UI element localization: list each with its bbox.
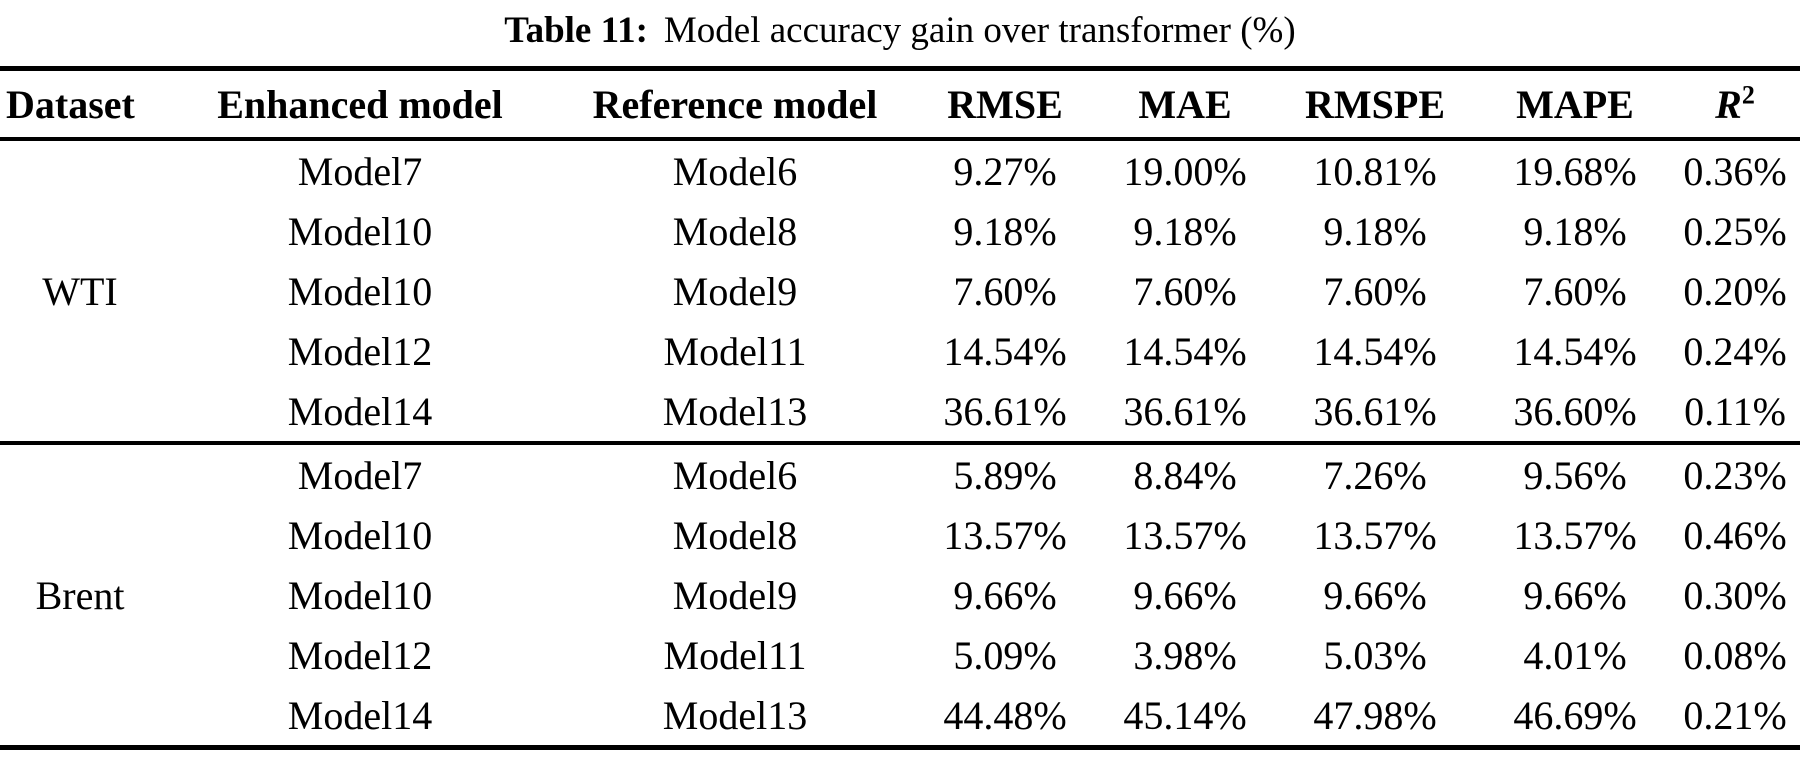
cell-mape: 46.69% — [1513, 692, 1637, 738]
cell-rmspe: 9.18% — [1323, 208, 1427, 254]
table-caption-label: Table 11: — [504, 10, 648, 51]
table-caption-text: Model accuracy gain over transformer (%) — [663, 10, 1296, 51]
cell-r2: 0.20% — [1683, 268, 1787, 314]
cell-mape: 19.68% — [1513, 148, 1637, 194]
cell-rmse: 5.09% — [953, 632, 1057, 678]
column-header-rmse: RMSE — [910, 68, 1100, 142]
cell-rmspe: 47.98% — [1313, 692, 1437, 738]
cell-reference: Model11 — [663, 328, 807, 374]
cell-r2: 0.24% — [1683, 328, 1787, 374]
cell-mape: 7.60% — [1523, 268, 1627, 314]
cell-mae: 36.61% — [1123, 388, 1247, 434]
table-row-wti-3: Model10 Model9 7.60% 7.60% 7.60% 7.60% 0.20% — [0, 261, 1800, 321]
cell-enhanced: Model7 — [160, 441, 560, 506]
paper-table-figure: Table 11: Model accuracy gain over transf… — [0, 0, 1800, 751]
table-row-wti-1: WTI Model7 Model6 9.27% 19.00% 10.81% 19.68% 0.… — [0, 139, 1800, 314]
cell-enhanced: Model14 — [287, 388, 433, 434]
table-row-brent-1: Brent Model7 Model6 5.89% 8.84% 7.26% 9.56% 0.2… — [0, 441, 1800, 748]
cell-r2: 0.08% — [1683, 632, 1787, 678]
cell-reference: Model11 — [663, 632, 807, 678]
cell-mae: 9.18% — [1133, 208, 1237, 254]
cell-rmse: 9.18% — [953, 208, 1057, 254]
table-row-brent-3: Model10 Model9 9.66% 9.66% 9.66% 9.66% 0.30% — [0, 565, 1800, 625]
cell-r2: 0.23% — [1670, 441, 1800, 506]
cell-rmse: 5.89% — [910, 441, 1100, 506]
cell-reference: Model13 — [662, 388, 808, 434]
column-header-mae: MAE — [1100, 68, 1270, 142]
cell-rmspe: 36.61% — [1313, 388, 1437, 434]
cell-r2: 0.46% — [1683, 512, 1787, 558]
cell-r2: 0.25% — [1683, 208, 1787, 254]
cell-rmspe: 14.54% — [1313, 328, 1437, 374]
table-caption: Table 11: Model accuracy gain over transf… — [0, 0, 1800, 54]
table-row-brent-2: Model10 Model8 13.57% 13.57% 13.57% 13.57% 0.4… — [0, 505, 1800, 565]
table-row-wti-5: Model14 Model13 36.61% 36.61% 36.61% 36.60% 0.… — [0, 381, 1800, 443]
cell-reference: Model6 — [672, 148, 798, 194]
cell-r2: 0.11% — [1684, 388, 1786, 434]
column-header-dataset: Dataset — [0, 68, 160, 142]
results-table: Dataset Enhanced model Reference model RMSE… — [0, 66, 1800, 751]
cell-enhanced: Model12 — [287, 328, 433, 374]
column-header-rmspe: RMSPE — [1270, 68, 1480, 142]
cell-rmse: 9.27% — [953, 148, 1057, 194]
cell-rmse: 44.48% — [943, 692, 1067, 738]
cell-mape: 13.57% — [1513, 512, 1637, 558]
cell-rmspe: 13.57% — [1313, 512, 1437, 558]
table-row-brent-4: Model12 Model11 5.09% 3.98% 5.03% 4.01% 0.08% — [0, 625, 1800, 685]
cell-rmspe: 7.26% — [1270, 441, 1480, 506]
cell-reference: Model9 — [672, 572, 798, 618]
cell-rmspe: 5.03% — [1323, 632, 1427, 678]
cell-mae: 45.14% — [1123, 692, 1247, 738]
column-header-enhanced: Enhanced model — [160, 68, 560, 142]
cell-rmse: 7.60% — [953, 268, 1057, 314]
cell-mape: 4.01% — [1523, 632, 1627, 678]
table-row-brent-5: Model14 Model13 44.48% 45.14% 47.98% 46.69% 0.… — [0, 685, 1800, 748]
column-header-r2: R2 — [1670, 68, 1800, 142]
cell-enhanced: Model12 — [287, 632, 433, 678]
cell-rmspe: 9.66% — [1323, 572, 1427, 618]
cell-mae: 13.57% — [1123, 512, 1247, 558]
cell-reference: Model6 — [560, 441, 910, 506]
cell-rmse: 9.66% — [953, 572, 1057, 618]
cell-enhanced: Model10 — [287, 512, 433, 558]
cell-mape: 9.18% — [1523, 208, 1627, 254]
dataset-label-wti: WTI — [42, 268, 118, 314]
cell-rmse: 13.57% — [943, 512, 1067, 558]
cell-enhanced: Model14 — [287, 692, 433, 738]
cell-reference: Model8 — [672, 208, 798, 254]
cell-mae: 8.84% — [1100, 441, 1270, 506]
cell-rmspe: 7.60% — [1323, 268, 1427, 314]
table-row-wti-4: Model12 Model11 14.54% 14.54% 14.54% 14.54% 0.… — [0, 321, 1800, 381]
cell-r2: 0.36% — [1683, 148, 1787, 194]
cell-rmse: 14.54% — [943, 328, 1067, 374]
cell-rmspe: 10.81% — [1313, 148, 1437, 194]
cell-mae: 3.98% — [1133, 632, 1237, 678]
cell-mae: 19.00% — [1123, 148, 1247, 194]
cell-enhanced: Model10 — [287, 572, 433, 618]
cell-rmse: 36.61% — [943, 388, 1067, 434]
cell-mape: 9.56% — [1480, 441, 1670, 506]
cell-mae: 14.54% — [1123, 328, 1247, 374]
cell-mae: 9.66% — [1133, 572, 1237, 618]
cell-reference: Model8 — [672, 512, 798, 558]
dataset-label-brent: Brent — [0, 441, 160, 748]
column-header-mape: MAPE — [1480, 68, 1670, 142]
cell-r2: 0.21% — [1683, 692, 1787, 738]
header-row: Dataset Enhanced model Reference model RMSE… — [0, 68, 1800, 142]
column-header-reference: Reference model — [560, 68, 910, 142]
cell-mape: 14.54% — [1513, 328, 1637, 374]
cell-reference: Model13 — [662, 692, 808, 738]
table-row-wti-2: Model10 Model8 9.18% 9.18% 9.18% 9.18% 0.25% — [0, 201, 1800, 261]
cell-reference: Model9 — [672, 268, 798, 314]
cell-mape: 36.60% — [1513, 388, 1637, 434]
cell-enhanced: Model7 — [297, 148, 423, 194]
cell-r2: 0.30% — [1683, 572, 1787, 618]
cell-mape: 9.66% — [1523, 572, 1627, 618]
cell-mae: 7.60% — [1133, 268, 1237, 314]
cell-enhanced: Model10 — [287, 208, 433, 254]
cell-enhanced: Model10 — [287, 268, 433, 314]
